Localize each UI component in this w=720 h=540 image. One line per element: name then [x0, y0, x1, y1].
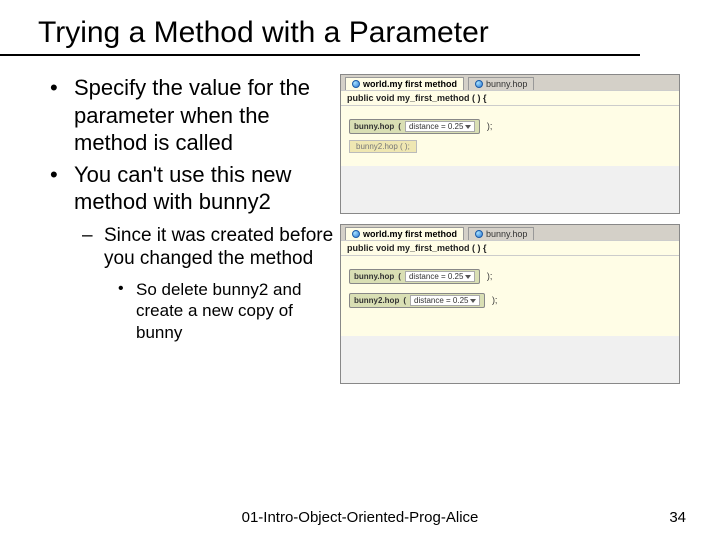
page-number: 34	[669, 509, 686, 526]
chevron-down-icon	[465, 125, 471, 129]
code-canvas: bunny.hop ( distance = 0.25 ); bunny2.ho…	[341, 256, 679, 336]
method-signature: public void my_first_method ( ) {	[341, 240, 679, 256]
tab-row: world.my first method bunny.hop	[341, 75, 679, 90]
tile-object: bunny2.hop	[354, 296, 399, 305]
param-chip[interactable]: distance = 0.25	[405, 271, 475, 282]
footer-text: 01-Intro-Object-Oriented-Prog-Alice	[0, 509, 720, 526]
close-paren: );	[487, 121, 493, 131]
tab-bunny-hop[interactable]: bunny.hop	[468, 77, 534, 90]
close-paren: );	[487, 271, 493, 281]
close-paren: );	[492, 295, 498, 305]
method-call-tile-2[interactable]: bunny2.hop ( distance = 0.25	[349, 293, 485, 308]
method-signature: public void my_first_method ( ) {	[341, 90, 679, 106]
bullet-column: Specify the value for the parameter when…	[0, 74, 340, 347]
tab-world-method[interactable]: world.my first method	[345, 77, 464, 90]
tile-object: bunny.hop	[354, 272, 394, 281]
param-chip[interactable]: distance = 0.25	[410, 295, 480, 306]
code-canvas: bunny.hop ( distance = 0.25 ); bunny2.ho…	[341, 106, 679, 166]
slide-title: Trying a Method with a Parameter	[0, 0, 640, 56]
method-call-tile[interactable]: bunny.hop ( distance = 0.25	[349, 119, 480, 134]
tab-row: world.my first method bunny.hop	[341, 225, 679, 240]
slide-content: Specify the value for the parameter when…	[0, 56, 720, 347]
subsub-bullet-1: So delete bunny2 and create a new copy o…	[118, 279, 340, 343]
tab-label: world.my first method	[363, 229, 457, 239]
tab-label: world.my first method	[363, 79, 457, 89]
bullet-1: Specify the value for the parameter when…	[50, 74, 340, 157]
globe-icon	[475, 80, 483, 88]
screenshot-column: world.my first method bunny.hop public v…	[340, 74, 720, 347]
chevron-down-icon	[470, 299, 476, 303]
method-call-tile-1[interactable]: bunny.hop ( distance = 0.25	[349, 269, 480, 284]
sub-bullet-1-text: Since it was created before you changed …	[104, 225, 333, 270]
tab-label: bunny.hop	[486, 229, 527, 239]
globe-icon	[352, 80, 360, 88]
sub-bullet-1: Since it was created before you changed …	[82, 224, 340, 343]
alice-editor-screenshot-2: world.my first method bunny.hop public v…	[340, 224, 680, 384]
alice-editor-screenshot-1: world.my first method bunny.hop public v…	[340, 74, 680, 214]
chevron-down-icon	[465, 275, 471, 279]
tile-object: bunny.hop	[354, 122, 394, 131]
param-text: distance = 0.25	[409, 272, 463, 281]
tab-world-method[interactable]: world.my first method	[345, 227, 464, 240]
bullet-2-text: You can't use this new method with bunny…	[74, 162, 291, 215]
param-chip[interactable]: distance = 0.25	[405, 121, 475, 132]
param-text: distance = 0.25	[414, 296, 468, 305]
ghost-tile: bunny2.hop ( );	[349, 140, 417, 153]
tab-bunny-hop[interactable]: bunny.hop	[468, 227, 534, 240]
bullet-2: You can't use this new method with bunny…	[50, 161, 340, 343]
tab-label: bunny.hop	[486, 79, 527, 89]
globe-icon	[475, 230, 483, 238]
param-text: distance = 0.25	[409, 122, 463, 131]
globe-icon	[352, 230, 360, 238]
